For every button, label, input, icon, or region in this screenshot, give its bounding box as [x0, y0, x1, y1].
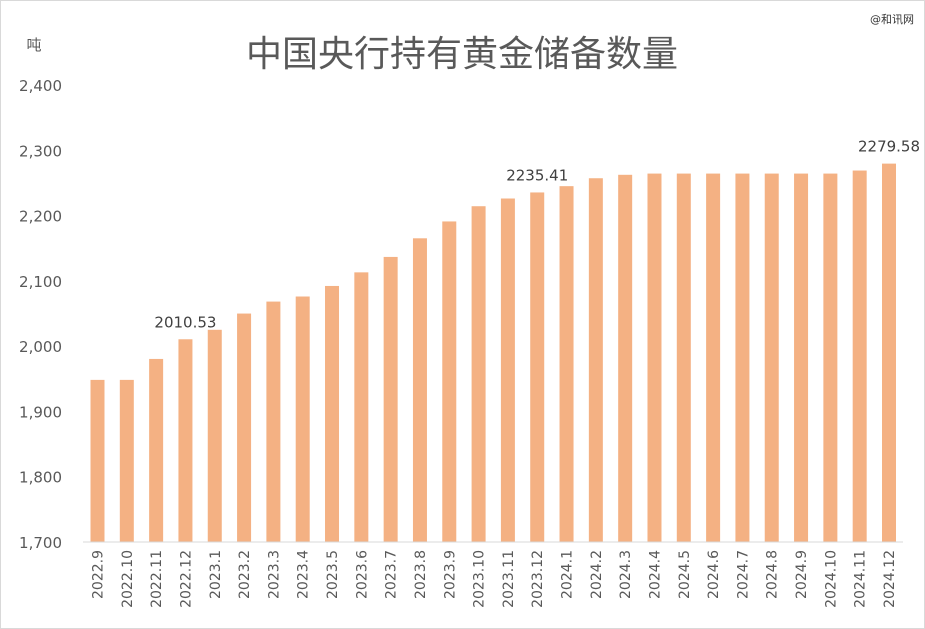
bar-2022.11: [149, 358, 164, 542]
bar-2024.12: [882, 163, 896, 542]
x-tick-label: 2023.4: [296, 550, 312, 599]
watermark: @和讯网: [870, 13, 914, 26]
bar-2024.9: [794, 173, 809, 542]
x-tick-label: 2024.10: [823, 550, 839, 608]
x-tick-label: 2024.7: [735, 550, 751, 599]
bar-2024.11: [852, 170, 867, 542]
x-tick-label: 2023.5: [325, 550, 341, 599]
bar-2024.1: [559, 186, 574, 542]
x-tick-label: 2024.8: [765, 550, 781, 599]
bar-2024.7: [735, 173, 750, 542]
x-tick-label: 2023.6: [354, 550, 370, 599]
y-tick-label: 1,800: [19, 469, 62, 487]
bar-2023.11: [500, 198, 515, 542]
x-tick-label: 2023.2: [237, 550, 253, 599]
bar-2024.10: [823, 173, 838, 542]
x-tick-label: 2022.11: [149, 550, 165, 608]
bar-2023.2: [237, 313, 252, 542]
bar-2023.7: [383, 256, 398, 542]
x-tick-label: 2024.5: [677, 550, 693, 599]
bar-2023.3: [266, 301, 281, 542]
bar-2023.9: [442, 221, 457, 542]
bar-2022.12: [178, 339, 193, 542]
x-tick-label: 2023.1: [208, 550, 224, 599]
x-tick-label: 2023.8: [413, 550, 429, 599]
y-tick-label: 2,000: [19, 338, 62, 356]
bar-2024.3: [618, 174, 633, 542]
x-tick-label: 2023.12: [530, 550, 546, 608]
bar-2023.6: [354, 272, 369, 542]
bar-2023.1: [207, 329, 222, 542]
bar-2022.10: [119, 379, 134, 542]
x-tick-label: 2024.3: [618, 550, 634, 599]
data-label: 2279.58: [858, 138, 920, 156]
bar-2023.8: [412, 238, 427, 543]
y-tick-label: 2,200: [19, 208, 62, 226]
x-tick-label: 2024.2: [589, 550, 605, 599]
x-tick-label: 2024.1: [560, 550, 576, 599]
x-tick-label: 2023.11: [501, 550, 517, 608]
bar-2024.6: [706, 173, 721, 542]
x-tick-label: 2022.10: [120, 550, 136, 608]
y-axis-unit: 吨: [26, 36, 41, 54]
x-tick-label: 2024.12: [882, 550, 898, 608]
chart-title: 中国央行持有黄金储备数量: [246, 34, 678, 75]
x-tick-label: 2024.4: [647, 550, 663, 599]
x-tick-label: 2023.7: [384, 550, 400, 599]
x-tick-label: 2023.3: [266, 550, 282, 599]
x-tick-label: 2022.12: [178, 550, 194, 608]
bar-2023.4: [295, 296, 310, 542]
y-tick-label: 2,100: [19, 273, 62, 291]
bar-2024.2: [588, 178, 603, 542]
bar-2023.12: [530, 192, 545, 543]
x-tick-label: 2024.9: [794, 550, 810, 599]
y-tick-label: 1,900: [19, 403, 62, 421]
bar-2022.9: [90, 379, 105, 542]
data-label: 2235.41: [506, 166, 568, 184]
x-tick-label: 2024.11: [853, 550, 869, 608]
bar-2024.4: [647, 173, 662, 542]
y-tick-label: 2,400: [19, 77, 62, 95]
x-tick-label: 2024.6: [706, 550, 722, 599]
bar-2023.5: [325, 285, 340, 542]
y-tick-label: 1,700: [19, 534, 62, 552]
x-tick-label: 2023.9: [442, 550, 458, 599]
x-tick-label: 2022.9: [91, 550, 107, 599]
bar-2023.10: [471, 206, 486, 542]
x-tick-label: 2023.10: [472, 550, 488, 608]
bar-2024.8: [764, 173, 779, 542]
y-tick-label: 2,300: [19, 142, 62, 160]
data-label: 2010.53: [154, 313, 216, 331]
bar-2024.5: [676, 173, 691, 542]
